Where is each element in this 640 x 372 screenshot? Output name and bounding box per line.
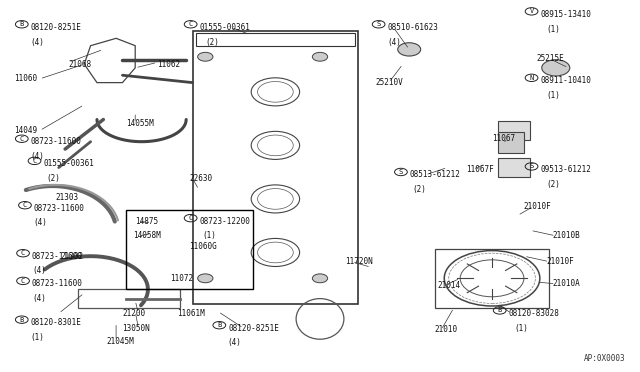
Text: 11720N: 11720N bbox=[346, 257, 373, 266]
Text: 08911-10410: 08911-10410 bbox=[540, 76, 591, 85]
Text: (4): (4) bbox=[32, 266, 46, 275]
Text: 08915-13410: 08915-13410 bbox=[540, 10, 591, 19]
Text: 14055M: 14055M bbox=[125, 119, 154, 128]
Text: 11061M: 11061M bbox=[177, 309, 204, 318]
Text: (1): (1) bbox=[30, 333, 44, 342]
Text: 08723-11600: 08723-11600 bbox=[32, 279, 83, 288]
Text: 08723-12200: 08723-12200 bbox=[200, 217, 250, 225]
Text: N: N bbox=[529, 75, 534, 81]
Text: C: C bbox=[33, 158, 36, 164]
Circle shape bbox=[541, 60, 570, 76]
Text: 11060G: 11060G bbox=[189, 243, 217, 251]
Text: 08120-83028: 08120-83028 bbox=[509, 309, 559, 318]
Text: 21045M: 21045M bbox=[106, 337, 134, 346]
Text: 08120-8301E: 08120-8301E bbox=[31, 318, 81, 327]
Text: 14058M: 14058M bbox=[133, 231, 161, 240]
Text: 11067: 11067 bbox=[492, 134, 515, 142]
Text: C: C bbox=[20, 136, 24, 142]
Text: 21010F: 21010F bbox=[546, 257, 574, 266]
Circle shape bbox=[198, 274, 213, 283]
Text: (1): (1) bbox=[546, 25, 560, 33]
Text: C: C bbox=[21, 278, 25, 284]
Bar bbox=[125, 210, 253, 289]
Text: V: V bbox=[529, 8, 534, 15]
Text: 21068: 21068 bbox=[68, 60, 92, 69]
Text: 21010B: 21010B bbox=[552, 231, 580, 240]
Text: 21010A: 21010A bbox=[552, 279, 580, 288]
Text: B: B bbox=[20, 21, 24, 27]
Text: C: C bbox=[189, 21, 193, 27]
Text: 08723-11600: 08723-11600 bbox=[32, 251, 83, 261]
Text: S: S bbox=[399, 169, 403, 175]
Text: S: S bbox=[376, 21, 381, 27]
Text: 08120-8251E: 08120-8251E bbox=[228, 324, 279, 333]
Text: C: C bbox=[21, 250, 25, 256]
Text: 21010: 21010 bbox=[435, 326, 458, 334]
Text: S: S bbox=[529, 163, 534, 169]
Text: 13050N: 13050N bbox=[122, 324, 150, 333]
Text: B: B bbox=[20, 317, 24, 323]
Text: (4): (4) bbox=[33, 218, 47, 227]
Text: (2): (2) bbox=[412, 185, 426, 194]
Text: (4): (4) bbox=[228, 339, 241, 347]
Text: (4): (4) bbox=[30, 152, 44, 161]
Text: C: C bbox=[189, 215, 193, 221]
Text: 22630: 22630 bbox=[189, 174, 212, 183]
Text: 01555-00361: 01555-00361 bbox=[44, 159, 94, 169]
Text: 08723-11600: 08723-11600 bbox=[31, 137, 81, 146]
Text: (1): (1) bbox=[515, 324, 528, 333]
Text: 21302: 21302 bbox=[60, 251, 83, 261]
Text: 08723-11600: 08723-11600 bbox=[34, 203, 84, 213]
Bar bbox=[435, 249, 549, 308]
Text: 21303: 21303 bbox=[56, 193, 79, 202]
Text: 08120-8251E: 08120-8251E bbox=[31, 23, 81, 32]
Text: 11067F: 11067F bbox=[467, 165, 494, 174]
Bar bbox=[196, 33, 355, 46]
Text: 11060: 11060 bbox=[14, 74, 37, 83]
Circle shape bbox=[312, 52, 328, 61]
Text: 08510-61623: 08510-61623 bbox=[388, 23, 438, 32]
Circle shape bbox=[312, 274, 328, 283]
Text: 21014: 21014 bbox=[438, 281, 461, 290]
Bar bbox=[499, 158, 531, 177]
Bar bbox=[499, 121, 531, 140]
Text: (2): (2) bbox=[205, 38, 219, 46]
Text: 21200: 21200 bbox=[122, 309, 145, 318]
Text: (4): (4) bbox=[32, 294, 46, 303]
Circle shape bbox=[198, 52, 213, 61]
Bar bbox=[499, 132, 524, 153]
Text: C: C bbox=[23, 202, 27, 208]
Text: AP:0X0003: AP:0X0003 bbox=[584, 354, 626, 363]
Text: 11062: 11062 bbox=[157, 60, 180, 69]
Text: (2): (2) bbox=[546, 180, 560, 189]
Text: (4): (4) bbox=[30, 38, 44, 46]
Text: 01555-00361: 01555-00361 bbox=[200, 23, 250, 32]
Text: 08513-61212: 08513-61212 bbox=[410, 170, 461, 179]
Text: 09513-61212: 09513-61212 bbox=[540, 165, 591, 174]
Text: 21010F: 21010F bbox=[524, 202, 552, 211]
Text: 14049: 14049 bbox=[14, 126, 37, 135]
Text: B: B bbox=[217, 322, 221, 328]
Text: 14875: 14875 bbox=[135, 217, 158, 225]
Text: B: B bbox=[497, 307, 502, 314]
Circle shape bbox=[397, 43, 420, 56]
Text: 25215E: 25215E bbox=[537, 54, 564, 63]
Text: (1): (1) bbox=[202, 231, 216, 240]
Text: (4): (4) bbox=[387, 38, 401, 46]
Text: (2): (2) bbox=[46, 174, 60, 183]
Text: 25210V: 25210V bbox=[376, 78, 403, 87]
Text: 11072: 11072 bbox=[170, 274, 193, 283]
Text: (1): (1) bbox=[546, 91, 560, 100]
